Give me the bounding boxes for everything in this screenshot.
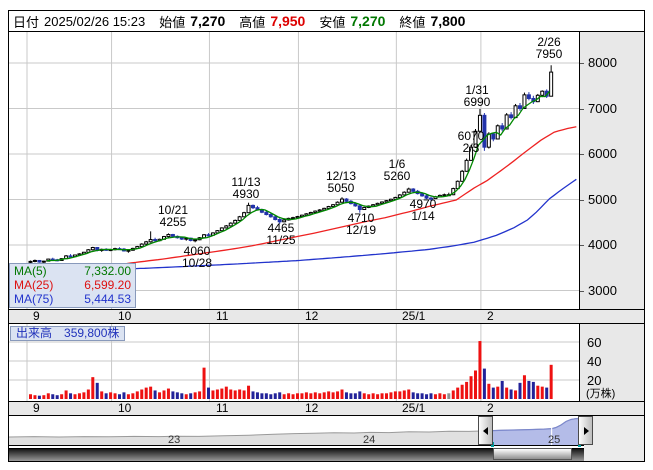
price-tick-mark	[580, 108, 584, 110]
chart-annotation: 11/13 4930	[231, 175, 261, 201]
chart-annotation: 1/6 5260	[383, 157, 411, 183]
range-navigator: 23 24 25	[9, 416, 644, 447]
open-value: 7,270	[190, 13, 226, 29]
month-tick-label: 10	[118, 309, 132, 323]
ma75-value: 5,444.53	[84, 292, 131, 307]
price-tick-mark	[580, 245, 584, 246]
chart-annotation: 12/13 5050	[325, 169, 357, 195]
low-value: 7,270	[350, 13, 386, 29]
scrollbar-thumb[interactable]	[493, 448, 572, 460]
navigator-left-handle-button[interactable]	[478, 416, 493, 445]
price-tick-label: 6000	[588, 146, 617, 161]
chart-annotation: 1/31 6990	[463, 83, 491, 109]
month-tick-label: 25/1	[402, 401, 426, 415]
high-value: 7,950	[270, 13, 306, 29]
price-tick-label: 7000	[588, 100, 617, 116]
price-tick-mark	[580, 199, 584, 201]
close-label: 終値	[399, 14, 426, 30]
chart-annotation: 4060 10/28	[181, 244, 213, 270]
volume-unit-label: (万株)	[586, 388, 616, 400]
date-value: 2025/02/26 15:23	[44, 13, 146, 29]
low-label: 安値	[319, 14, 346, 30]
high-label: 高値	[239, 14, 266, 30]
volume-canvas	[9, 324, 579, 401]
volume-chart-panel[interactable]: 出来高 359,800株	[9, 324, 579, 401]
volume-chart-x-axis: 9 10 11 12 25/1 2	[9, 401, 644, 416]
ma75-label: MA(75)	[14, 292, 54, 307]
time-scrollbar	[9, 447, 644, 462]
close-value: 7,800	[430, 13, 466, 29]
month-tick-label: 11	[216, 309, 229, 323]
navigator-year-label: 24	[363, 434, 376, 446]
navigator-right-filler	[584, 416, 644, 461]
price-tick-label: 4000	[588, 237, 617, 252]
volume-header: 出来高 359,800株	[10, 326, 126, 341]
ma25-value: 6,599.20	[84, 278, 131, 293]
month-tick-label: 12	[305, 309, 319, 323]
ma5-label: MA(5)	[14, 264, 47, 278]
navigator-right-handle-button[interactable]	[578, 416, 593, 445]
month-tick-label: 25/1	[402, 309, 426, 323]
price-chart-panel[interactable]: 10/21 4255 4060 10/28 11/13 4930 4465 11/25 12/1…	[9, 32, 579, 309]
scrollbar-track[interactable]	[9, 448, 584, 462]
quote-info-bar: 日付 2025/02/26 15:23 始値 7,270 高値 7,950 安値…	[9, 11, 644, 32]
price-tick-label: 5000	[588, 191, 617, 207]
volume-tick-label: 40	[587, 354, 602, 369]
date-label: 日付	[13, 14, 40, 30]
price-tick-label: 3000	[588, 282, 617, 298]
navigator-canvas	[9, 417, 584, 446]
ma5-row: MA(5) 7,332.00	[10, 264, 135, 278]
price-chart-x-axis: 9 10 11 12 25/1 2	[9, 309, 644, 324]
price-tick-mark	[580, 290, 584, 292]
month-tick-label: 2	[487, 309, 494, 323]
volume-tick-label: 20	[587, 373, 602, 388]
navigator-year-label: 25	[548, 434, 561, 446]
ma75-row: MA(75) 5,444.53	[10, 292, 135, 306]
price-tick-mark	[580, 63, 584, 64]
moving-average-legend: MA(5) 7,332.00 MA(25) 6,599.20 MA(75) 5,…	[9, 263, 136, 308]
ma25-row: MA(25) 6,599.20	[10, 278, 135, 292]
volume-tick-label: 60	[587, 335, 602, 350]
ma25-label: MA(25)	[14, 278, 54, 293]
month-tick-label: 9	[33, 401, 40, 415]
chart-annotation: 4710 12/19	[345, 211, 377, 237]
month-tick-label: 10	[118, 401, 132, 415]
chart-annotation: 10/21 4255	[157, 203, 189, 229]
chart-widget: 日付 2025/02/26 15:23 始値 7,270 高値 7,950 安値…	[8, 10, 645, 462]
price-axis: 8000 7000 6000 5000 4000 3000	[579, 32, 644, 309]
volume-axis: (万株) 60 40 20	[579, 324, 644, 401]
chart-annotation: 2/26 7950	[535, 35, 563, 61]
price-tick-label: 8000	[588, 55, 617, 70]
month-tick-label: 2	[487, 401, 494, 415]
open-label: 始値	[159, 14, 186, 30]
volume-label: 出来高	[16, 326, 53, 340]
ma5-value: 7,332.00	[84, 264, 131, 278]
chart-annotation: 4970 1/14	[409, 197, 437, 223]
price-tick-mark	[580, 154, 584, 155]
month-tick-label: 9	[33, 309, 40, 323]
volume-value: 359,800株	[64, 326, 120, 340]
chart-annotation: 4465 11/25	[266, 221, 296, 247]
month-tick-label: 11	[216, 401, 229, 415]
chart-annotation: 6070 2/3	[457, 129, 485, 155]
month-tick-label: 12	[305, 401, 319, 415]
navigator-year-label: 23	[168, 434, 181, 446]
